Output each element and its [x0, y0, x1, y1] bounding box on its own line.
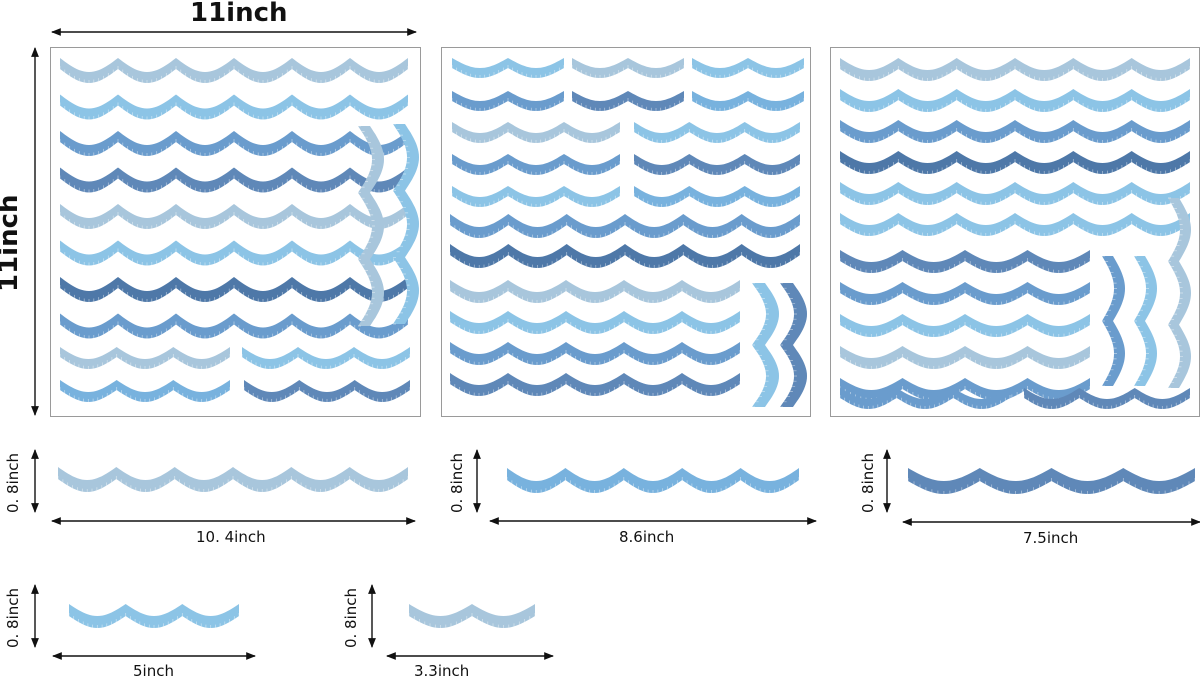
sheet-3-wave-strip — [839, 282, 1091, 305]
sample-strip-10-4 — [57, 467, 409, 492]
sheet-1-wave-strip — [59, 204, 409, 229]
strip-length-label-1: 10. 4inch — [196, 528, 266, 546]
sheet-3-wave-strip — [839, 388, 1011, 409]
sheet-2-wave-strip — [451, 186, 621, 207]
sheet-2-wave-strip — [451, 58, 565, 78]
sheet-3-wave-strip — [839, 58, 1191, 81]
strip-length-label-2: 8.6inch — [619, 528, 675, 546]
sheet-2-wave-strip — [633, 186, 801, 207]
sheet-3-wave-strip — [839, 314, 1091, 337]
sheet-2-wave-strip — [449, 342, 741, 365]
strip-length-label-3: 7.5inch — [1023, 529, 1079, 547]
sample-strip-3-3 — [408, 604, 536, 628]
sheet-width-label: 11inch — [190, 0, 288, 28]
sheet-2-wave-strip — [451, 122, 621, 143]
sheet-1-vertical-strip — [358, 125, 384, 327]
sheet-3-wave-strip — [1023, 388, 1191, 409]
sheet-2-wave-strip — [571, 91, 685, 111]
sheet-3-vertical-strip — [1102, 255, 1125, 387]
sample-strip-7-5 — [907, 468, 1196, 494]
sheet-1-wave-strip — [59, 58, 409, 83]
sheet-2-wave-strip — [449, 244, 801, 268]
strip-length-label-5: 3.3inch — [414, 662, 470, 680]
sheet-2-wave-strip — [451, 154, 621, 175]
sheet-3-wave-strip — [839, 151, 1191, 174]
strip-height-label-5: 0. 8inch — [342, 587, 360, 649]
sheet-2-wave-strip — [571, 58, 685, 78]
sheet-1-wave-strip — [59, 380, 231, 402]
sheet-2-wave-strip — [449, 311, 741, 334]
sheet-1-wave-strip — [59, 313, 409, 339]
strip-height-label-3: 0. 8inch — [859, 452, 877, 514]
sample-strip-8-6 — [506, 468, 800, 493]
sheet-3-wave-strip — [839, 213, 1191, 236]
sheet-3-wave-strip — [839, 250, 1091, 273]
sheet-3-vertical-strip — [1134, 255, 1157, 387]
sheet-1-wave-strip — [241, 347, 411, 369]
sheet-2-vertical-strip — [752, 282, 779, 408]
sheet-3-wave-strip — [839, 346, 1091, 369]
sheet-1-wave-strip — [59, 347, 231, 369]
sheet-2-wave-strip — [449, 373, 741, 396]
sheet-1-wave-strip — [59, 167, 409, 193]
sheet-3-wave-strip — [839, 89, 1191, 112]
sheet-1-wave-strip — [59, 94, 409, 120]
sheet-height-label: 11inch — [0, 194, 24, 292]
strip-height-label-2: 0. 8inch — [448, 452, 466, 514]
sheet-2-wave-strip — [633, 154, 801, 175]
sheet-1-wave-strip — [59, 131, 409, 156]
sheet-2-wave-strip — [449, 214, 801, 238]
sheet-2-wave-strip — [449, 280, 741, 303]
sheet-2-vertical-strip — [780, 282, 807, 408]
sheet-2-wave-strip — [451, 91, 565, 111]
sheet-2-wave-strip — [633, 122, 801, 143]
strip-height-label-4: 0. 8inch — [4, 587, 22, 649]
sheet-1-wave-strip — [59, 277, 409, 302]
sample-strip-5 — [68, 604, 240, 628]
sheet-1-wave-strip — [243, 380, 411, 402]
sheet-1-vertical-strip — [393, 123, 419, 325]
strip-height-label-1: 0. 8inch — [4, 452, 22, 514]
sheet-3-wave-strip — [839, 182, 1191, 205]
sheet-3-wave-strip — [839, 120, 1191, 143]
sheet-1-wave-strip — [59, 240, 409, 266]
sheet-2-wave-strip — [691, 91, 805, 111]
strip-length-label-4: 5inch — [133, 662, 174, 680]
sheet-3-vertical-strip — [1168, 197, 1191, 389]
sheet-2-wave-strip — [691, 58, 805, 78]
